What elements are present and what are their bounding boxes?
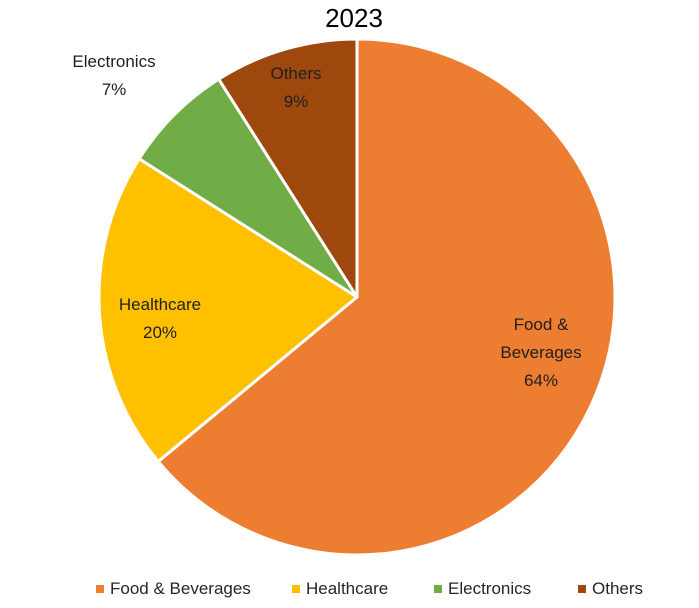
pie-slice-electronics [137,77,359,299]
data-label-line: 7% [102,80,127,99]
data-label-electronics: Electronics 7% [72,52,155,99]
data-label-others: Others 9% [270,64,321,111]
pie-slice-healthcare [97,157,359,463]
pie-slice-others [217,37,359,299]
chart-title: 2023 [325,3,383,33]
slice-labels: Food & Beverages 64% Healthcare 20% Electroni… [72,52,581,390]
legend-label: Healthcare [306,579,388,598]
pie-slices [97,37,617,557]
legend-swatch [292,585,300,593]
legend-swatch [96,585,104,593]
legend-label: Others [592,579,643,598]
legend-item-electronics: Electronics [434,579,531,598]
legend: Food & Beverages Healthcare Electronics Oth… [96,579,643,598]
data-label-healthcare: Healthcare 20% [119,295,201,342]
data-label-food-and-beverages: Food & Beverages 64% [500,315,581,390]
legend-label: Food & Beverages [110,579,251,598]
legend-label: Electronics [448,579,531,598]
legend-item-healthcare: Healthcare [292,579,388,598]
data-label-line: Others [270,64,321,83]
legend-swatch [578,585,586,593]
data-label-line: Healthcare [119,295,201,314]
data-label-line: 20% [143,323,177,342]
legend-swatch [434,585,442,593]
data-label-line: Food & [514,315,569,334]
data-label-line: Beverages [500,343,581,362]
pie-slice-food-and-beverages [156,37,617,557]
legend-item-others: Others [578,579,643,598]
data-label-line: 64% [524,371,558,390]
data-label-line: Electronics [72,52,155,71]
data-label-line: 9% [284,92,309,111]
legend-item-food-and-beverages: Food & Beverages [96,579,251,598]
